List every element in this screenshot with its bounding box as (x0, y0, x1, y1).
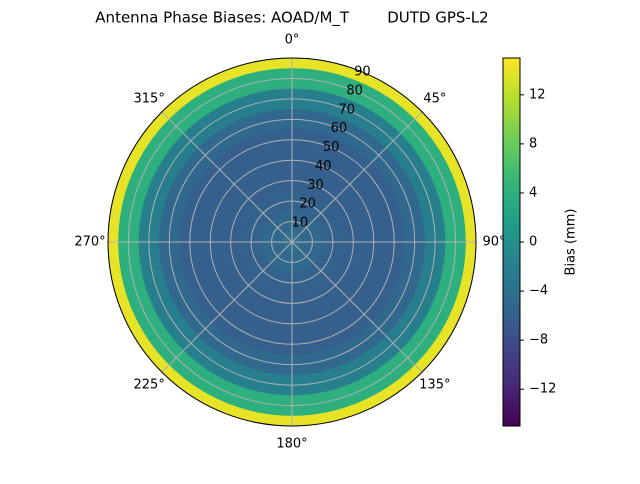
polar-frame (107, 57, 477, 427)
grid-spoke (161, 111, 293, 243)
colorbar-tick-label: −12 (529, 382, 556, 397)
colorbar-tick-label: −8 (529, 333, 548, 348)
colorbar-tick-label: −4 (529, 284, 548, 299)
theta-tick-label: 270° (74, 235, 105, 250)
theta-tick-label: 90° (482, 235, 505, 250)
grid-spoke (161, 241, 293, 373)
colorbar-tick-label: 4 (529, 185, 537, 200)
theta-tick-label: 45° (423, 92, 446, 107)
r-tick-label: 30 (307, 178, 324, 193)
chart-title: Antenna Phase Biases: AOAD/M_T DUTD GPS-… (95, 9, 488, 28)
theta-tick-label: 225° (134, 377, 165, 392)
r-tick-label: 60 (331, 121, 348, 136)
colorbar-tick-label: 0 (529, 235, 537, 250)
r-tick-label: 90 (354, 65, 371, 80)
grid-spoke (291, 111, 423, 243)
r-tick-label: 70 (338, 102, 355, 117)
r-tick-label: 10 (292, 216, 309, 231)
r-tick-label: 40 (315, 159, 332, 174)
r-tick-label: 20 (299, 197, 316, 212)
colorbar-tick-label: 8 (529, 136, 537, 151)
grid-spoke (291, 241, 423, 373)
theta-tick-label: 180° (276, 437, 307, 452)
r-tick-label: 50 (323, 140, 340, 155)
theta-tick-label: 315° (134, 92, 165, 107)
colorbar (502, 57, 521, 427)
theta-tick-label: 0° (285, 33, 300, 48)
theta-tick-label: 135° (419, 377, 450, 392)
colorbar-tick-label: 12 (529, 87, 546, 102)
r-tick-label: 80 (346, 83, 363, 98)
colorbar-label: Bias (mm) (564, 209, 579, 276)
